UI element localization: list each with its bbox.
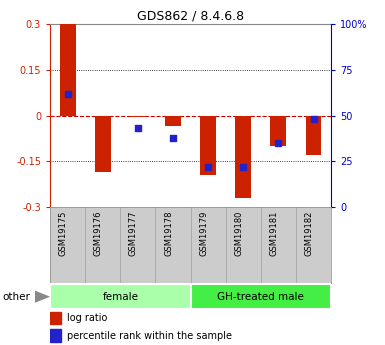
Text: GSM19177: GSM19177 [129, 211, 138, 256]
Bar [200, 116, 216, 175]
Bar [235, 116, 251, 198]
Text: GSM19182: GSM19182 [305, 211, 313, 256]
Text: percentile rank within the sample: percentile rank within the sample [67, 331, 232, 341]
Text: GSM19175: GSM19175 [59, 211, 68, 256]
Text: GSM19180: GSM19180 [234, 211, 243, 256]
Bar [50, 329, 61, 342]
Bar [165, 116, 181, 126]
Bar [271, 116, 286, 146]
Text: log ratio: log ratio [67, 313, 107, 323]
Polygon shape [35, 290, 50, 303]
Text: GSM19178: GSM19178 [164, 211, 173, 256]
Bar [50, 284, 191, 309]
Text: GH-treated male: GH-treated male [218, 292, 304, 302]
Point [170, 135, 176, 140]
Bar [191, 284, 331, 309]
Point [205, 164, 211, 169]
Bar [60, 24, 75, 116]
Text: GSM19179: GSM19179 [199, 211, 208, 256]
Point [275, 140, 281, 146]
Text: GSM19176: GSM19176 [94, 211, 103, 256]
Bar [130, 116, 146, 117]
Point [240, 164, 246, 169]
Text: GSM19181: GSM19181 [270, 211, 278, 256]
Text: female: female [102, 292, 138, 302]
Bar [50, 312, 61, 324]
Title: GDS862 / 8.4.6.8: GDS862 / 8.4.6.8 [137, 10, 244, 23]
Bar [95, 116, 110, 172]
Point [310, 117, 316, 122]
Point [135, 126, 141, 131]
Bar [306, 116, 321, 155]
Text: other: other [2, 292, 30, 302]
Point [65, 91, 71, 96]
